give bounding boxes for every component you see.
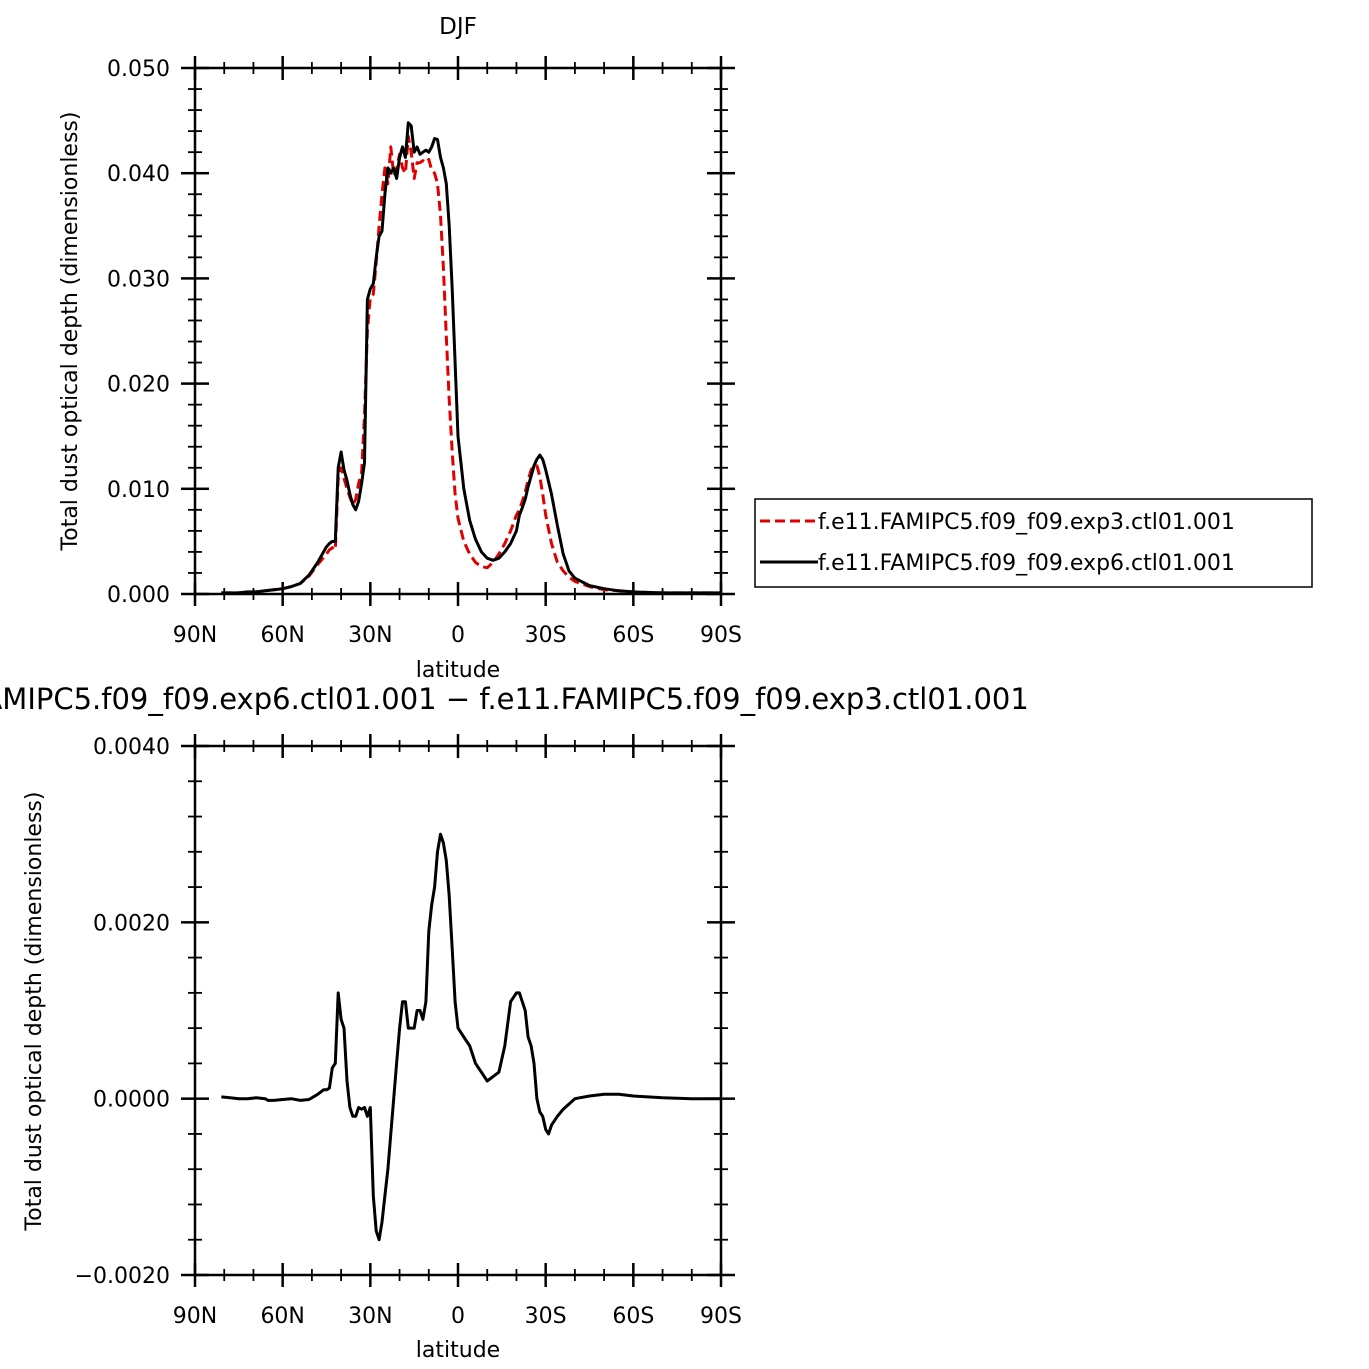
top-x-tick-label: 90S [700, 623, 742, 648]
top-x-tick-label: 30S [525, 623, 567, 648]
top-series-line-exp6 [221, 121, 721, 594]
top-x-tick-label: 0 [451, 623, 465, 648]
top-panel: DJF 90N 60N 30N 0 30S 60S 90S 0.000 0.010 0.020 0.… [58, 14, 742, 683]
top-x-tick-label: 90N [173, 623, 217, 648]
legend-label-exp3: f.e11.FAMIPC5.f09_f09.exp3.ctl01.001 [818, 510, 1235, 535]
bottom-chart-title: f.e11.FAMIPC5.f09_f09.exp6.ctl01.001 − f… [0, 682, 1029, 716]
top-y-tick-label: 0.040 [107, 162, 170, 187]
top-x-tick-label: 60S [612, 623, 654, 648]
bottom-y-tick-label: 0.0000 [93, 1088, 170, 1113]
bottom-x-tick-label: 30N [348, 1304, 392, 1329]
top-y-axis-label: Total dust optical depth (dimensionless) [58, 112, 83, 552]
top-plot-frame [193, 66, 723, 596]
bottom-x-tick-label: 90S [700, 1304, 742, 1329]
top-x-tick-label: 30N [348, 623, 392, 648]
bottom-plot-frame [193, 744, 723, 1277]
legend-box [754, 498, 1313, 588]
bottom-x-tick-label: 60S [612, 1304, 654, 1329]
bottom-panel: f.e11.FAMIPC5.f09_f09.exp6.ctl01.001 − f… [0, 682, 1029, 1363]
legend: f.e11.FAMIPC5.f09_f09.exp3.ctl01.001 f.e… [754, 498, 1313, 588]
bottom-x-axis-label: latitude [416, 1338, 500, 1363]
legend-label-exp6: f.e11.FAMIPC5.f09_f09.exp6.ctl01.001 [818, 551, 1235, 576]
bottom-series-line-exp6 [221, 832, 721, 1242]
top-x-axis-label: latitude [416, 658, 500, 683]
top-y-tick-label: 0.020 [107, 373, 170, 398]
bottom-x-tick-label: 30S [525, 1304, 567, 1329]
top-y-tick-label: 0.000 [107, 583, 170, 608]
top-y-tick-label: 0.010 [107, 478, 170, 503]
top-chart-title: DJF [439, 14, 477, 40]
top-y-tick-label: 0.050 [107, 57, 170, 82]
bottom-x-tick-label: 90N [173, 1304, 217, 1329]
top-y-tick-label: 0.030 [107, 267, 170, 292]
bottom-y-tick-label: 0.0040 [93, 735, 170, 760]
bottom-x-tick-label: 0 [451, 1304, 465, 1329]
top-x-tick-label: 60N [260, 623, 304, 648]
bottom-y-axis-label: Total dust optical depth (dimensionless) [22, 792, 47, 1232]
bottom-x-tick-label: 60N [260, 1304, 304, 1329]
top-series-line-exp3 [221, 134, 721, 594]
bottom-y-tick-label: −0.0020 [75, 1264, 170, 1289]
bottom-y-tick-label: 0.0020 [93, 911, 170, 936]
